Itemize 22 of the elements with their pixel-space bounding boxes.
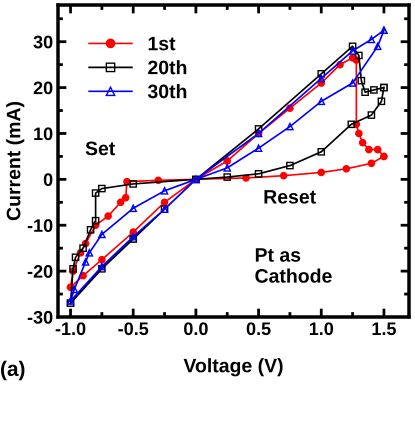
legend-label: 30th xyxy=(148,84,186,98)
y-tick-label: -20 xyxy=(28,265,52,278)
y-tick-label: -10 xyxy=(28,219,52,232)
x-tick-label: 1.5 xyxy=(372,322,396,336)
x-tick-label: 0.5 xyxy=(246,322,271,336)
y-tick-label: 0 xyxy=(44,173,52,186)
annotation: Pt as Cathode xyxy=(255,248,332,283)
y-tick-label: 20 xyxy=(34,82,52,94)
x-tick-label: 1.0 xyxy=(310,322,334,336)
y-axis-title: Current (mA) xyxy=(6,102,24,220)
x-tick-label: -0.5 xyxy=(118,322,148,336)
text: (a) xyxy=(1,360,24,380)
annotation: Set xyxy=(86,142,116,156)
y-tick-label: 10 xyxy=(34,127,52,140)
x-tick-label: 0.0 xyxy=(184,322,208,336)
legend-label: 1st xyxy=(148,36,176,50)
legend-label: 20th xyxy=(148,60,186,74)
x-tick-label: -1.0 xyxy=(56,322,86,336)
x-axis-title: Voltage (V) xyxy=(184,358,283,376)
annotation: Reset xyxy=(264,190,316,204)
y-tick-label: 30 xyxy=(33,36,52,48)
y-tick-label: -30 xyxy=(28,310,52,324)
